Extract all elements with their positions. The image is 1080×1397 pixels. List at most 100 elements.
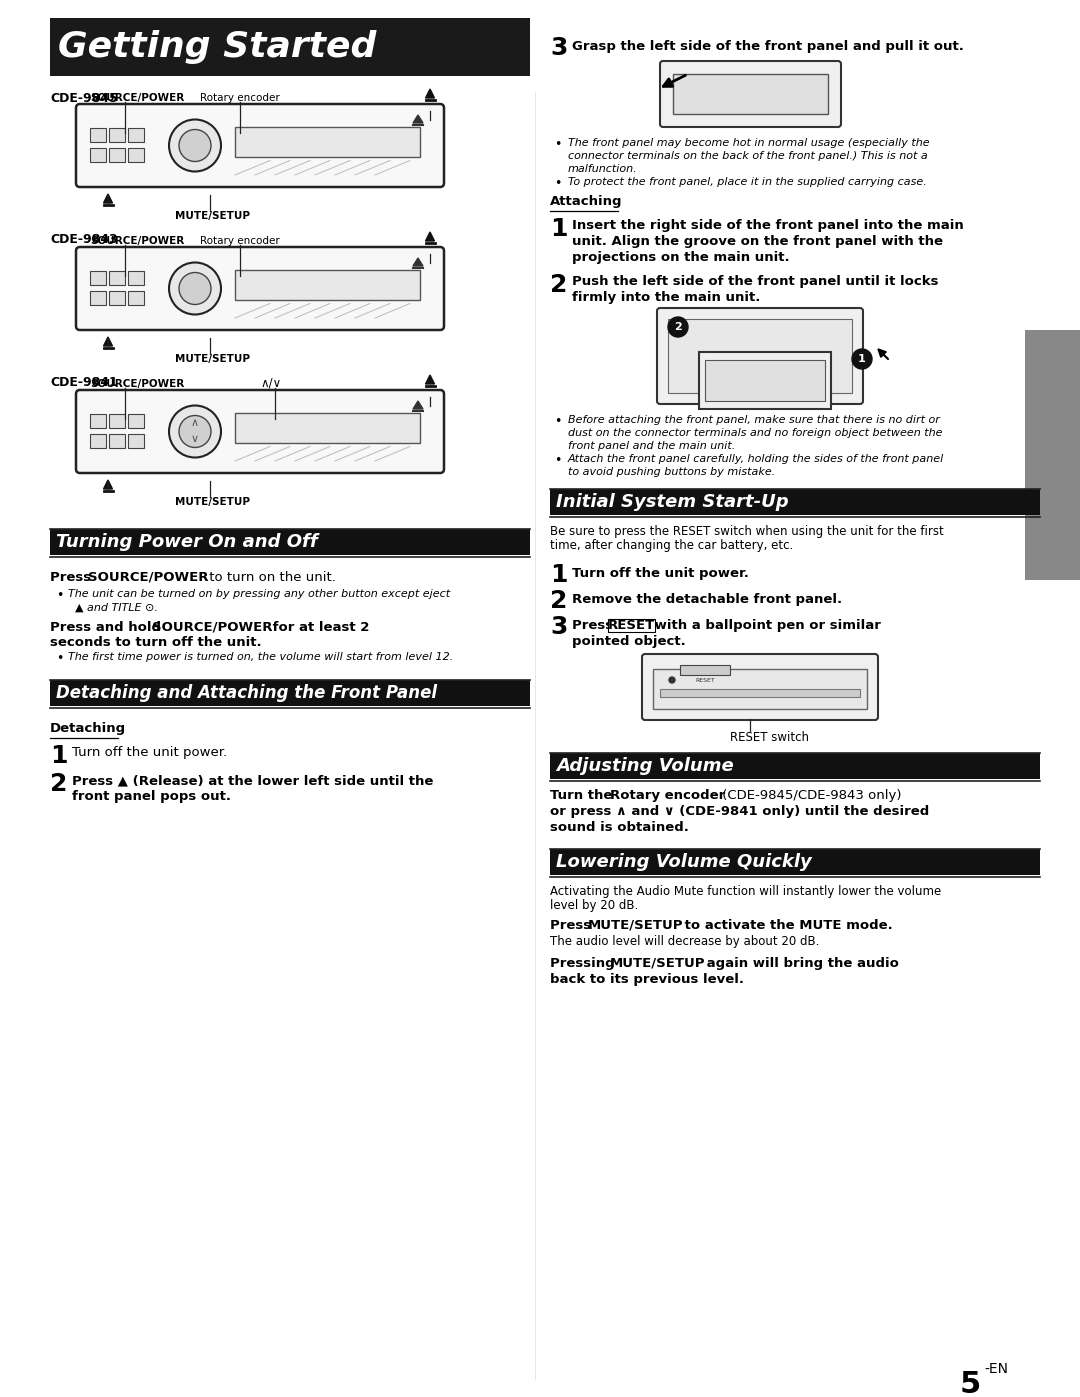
- Bar: [109, 414, 125, 427]
- Text: Grasp the left side of the front panel and pull it out.: Grasp the left side of the front panel a…: [572, 41, 963, 53]
- Bar: [109, 291, 125, 305]
- Text: time, after changing the car battery, etc.: time, after changing the car battery, et…: [550, 539, 793, 552]
- Text: MUTE/SETUP: MUTE/SETUP: [175, 497, 249, 507]
- Polygon shape: [426, 89, 434, 98]
- Text: 1: 1: [50, 745, 67, 768]
- Text: The first time power is turned on, the volume will start from level 12.: The first time power is turned on, the v…: [68, 652, 454, 662]
- Text: Insert the right side of the front panel into the main: Insert the right side of the front panel…: [572, 219, 963, 232]
- Text: Press ▲ (Release) at the lower left side until the: Press ▲ (Release) at the lower left side…: [72, 774, 433, 787]
- Text: Detaching: Detaching: [50, 722, 126, 735]
- Text: Adjusting Volume: Adjusting Volume: [556, 757, 733, 775]
- Text: with a ballpoint pen or similar: with a ballpoint pen or similar: [650, 619, 881, 631]
- Text: Pressing: Pressing: [550, 957, 619, 970]
- Bar: [90, 148, 106, 162]
- Bar: [235, 270, 420, 300]
- Bar: [235, 127, 420, 156]
- Text: Be sure to press the RESET switch when using the unit for the first: Be sure to press the RESET switch when u…: [550, 525, 944, 538]
- Text: Initial System Start-Up: Initial System Start-Up: [556, 493, 788, 511]
- Text: Press: Press: [550, 919, 596, 932]
- Text: 1: 1: [859, 353, 866, 365]
- FancyBboxPatch shape: [76, 247, 444, 330]
- Polygon shape: [413, 115, 423, 123]
- Text: Rotary encoder: Rotary encoder: [200, 94, 280, 103]
- Text: RESET switch: RESET switch: [730, 731, 809, 745]
- Text: Rotary encoder: Rotary encoder: [610, 789, 726, 802]
- Bar: [90, 414, 106, 427]
- Bar: [50, 18, 530, 75]
- Bar: [129, 414, 144, 427]
- Text: 1: 1: [550, 217, 567, 242]
- FancyBboxPatch shape: [657, 307, 863, 404]
- Text: •: •: [56, 590, 64, 602]
- Circle shape: [168, 405, 221, 457]
- Circle shape: [179, 415, 211, 447]
- FancyBboxPatch shape: [642, 654, 878, 719]
- Text: 3: 3: [550, 36, 567, 60]
- Text: connector terminals on the back of the front panel.) This is not a: connector terminals on the back of the f…: [568, 151, 928, 161]
- Bar: [550, 753, 1040, 780]
- Text: Turn the: Turn the: [550, 789, 617, 802]
- Text: 1: 1: [550, 563, 567, 587]
- Bar: [550, 849, 1040, 875]
- Text: MUTE/SETUP: MUTE/SETUP: [610, 957, 705, 970]
- Bar: [109, 271, 125, 285]
- Text: or press ∧ and ∨ (CDE-9841 only) until the desired: or press ∧ and ∨ (CDE-9841 only) until t…: [550, 805, 929, 819]
- Text: Turn off the unit power.: Turn off the unit power.: [72, 746, 227, 759]
- Text: Lowering Volume Quickly: Lowering Volume Quickly: [556, 854, 812, 870]
- Bar: [109, 148, 125, 162]
- Circle shape: [669, 678, 675, 683]
- Text: Activating the Audio Mute function will instantly lower the volume: Activating the Audio Mute function will …: [550, 886, 942, 898]
- Text: To protect the front panel, place it in the supplied carrying case.: To protect the front panel, place it in …: [568, 177, 927, 187]
- Text: Turning Power On and Off: Turning Power On and Off: [56, 534, 318, 550]
- Circle shape: [179, 272, 211, 305]
- Text: •: •: [554, 454, 562, 467]
- Circle shape: [852, 349, 872, 369]
- Bar: [680, 665, 730, 675]
- Text: ∧/∨: ∧/∨: [260, 376, 281, 388]
- Polygon shape: [104, 481, 112, 489]
- Bar: [673, 74, 828, 115]
- Text: again will bring the audio: again will bring the audio: [702, 957, 899, 970]
- Text: CDE-9841: CDE-9841: [50, 376, 118, 388]
- Bar: [50, 529, 530, 555]
- Text: SOURCE/POWER: SOURCE/POWER: [87, 571, 208, 584]
- Text: malfunction.: malfunction.: [568, 163, 637, 175]
- Bar: [129, 127, 144, 141]
- Text: •: •: [554, 138, 562, 151]
- Bar: [109, 127, 125, 141]
- Text: ▲ and TITLE ⊙.: ▲ and TITLE ⊙.: [68, 604, 158, 613]
- Bar: [1025, 330, 1080, 580]
- Bar: [50, 680, 530, 705]
- Text: Press and hold: Press and hold: [50, 622, 165, 634]
- Bar: [90, 271, 106, 285]
- Bar: [235, 412, 420, 443]
- Bar: [129, 148, 144, 162]
- FancyBboxPatch shape: [699, 352, 831, 409]
- Text: 2: 2: [674, 321, 681, 332]
- Text: sound is obtained.: sound is obtained.: [550, 821, 689, 834]
- Bar: [653, 669, 867, 710]
- Polygon shape: [426, 232, 434, 242]
- Bar: [669, 319, 852, 393]
- Text: SOURCE/POWER: SOURCE/POWER: [90, 236, 185, 246]
- Text: 5: 5: [960, 1370, 982, 1397]
- Text: The unit can be turned on by pressing any other button except eject: The unit can be turned on by pressing an…: [68, 590, 450, 599]
- Text: •: •: [554, 415, 562, 427]
- Text: (CDE-9845/CDE-9843 only): (CDE-9845/CDE-9843 only): [718, 789, 902, 802]
- Text: Rotary encoder: Rotary encoder: [200, 236, 280, 246]
- Bar: [660, 689, 860, 697]
- Bar: [90, 127, 106, 141]
- Text: MUTE/SETUP: MUTE/SETUP: [588, 919, 684, 932]
- Text: •: •: [56, 652, 64, 665]
- Text: The audio level will decrease by about 20 dB.: The audio level will decrease by about 2…: [550, 935, 820, 949]
- Text: •: •: [554, 177, 562, 190]
- Text: Remove the detachable front panel.: Remove the detachable front panel.: [572, 592, 842, 606]
- Bar: [550, 489, 1040, 515]
- Circle shape: [179, 130, 211, 162]
- Bar: [90, 434, 106, 448]
- Text: CDE-9843: CDE-9843: [50, 233, 118, 246]
- Text: dust on the connector terminals and no foreign object between the: dust on the connector terminals and no f…: [568, 427, 943, 439]
- Text: 2: 2: [550, 590, 567, 613]
- Text: RESET: RESET: [696, 678, 715, 683]
- Text: seconds to turn off the unit.: seconds to turn off the unit.: [50, 636, 261, 650]
